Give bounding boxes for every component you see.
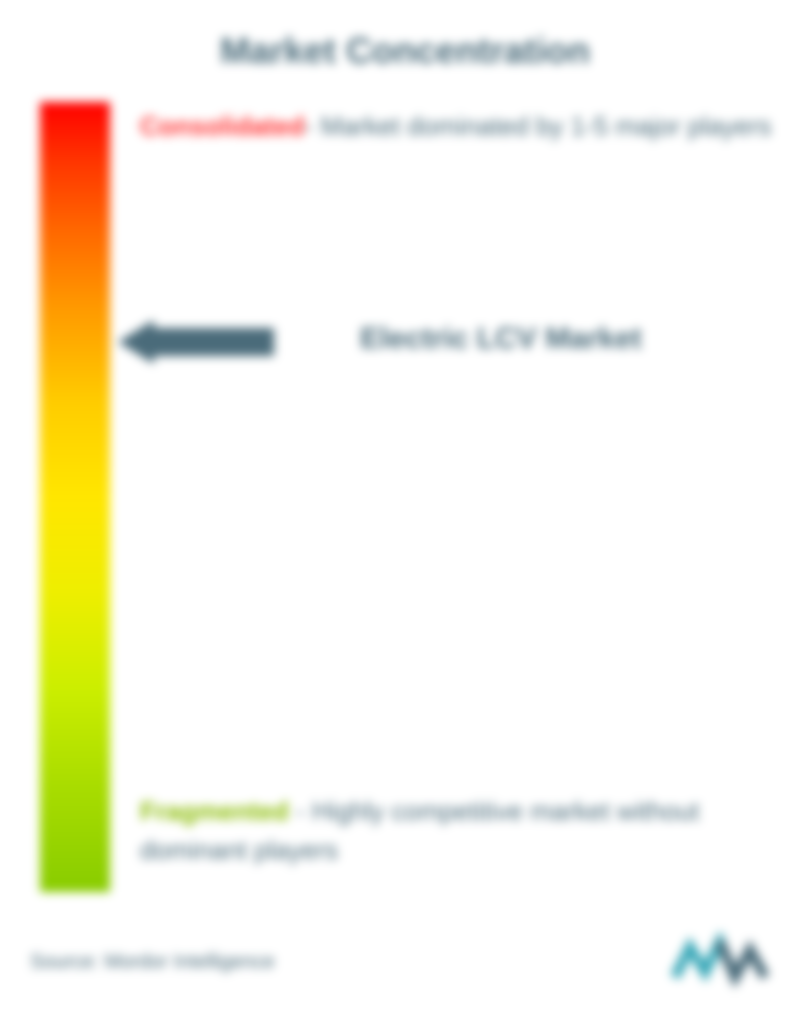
arrow-body — [154, 328, 274, 356]
mordor-logo-icon — [670, 932, 770, 987]
fragmented-highlight: Fragmented — [140, 796, 289, 826]
chart-title: Market Concentration — [0, 0, 810, 82]
consolidated-annotation: Consolidated- Market dominated by 1-5 ma… — [140, 107, 780, 146]
chart-main-area: Consolidated- Market dominated by 1-5 ma… — [0, 82, 810, 902]
arrow-head-icon — [118, 320, 154, 364]
source-attribution: Source: Mordor Intelligence — [30, 951, 275, 974]
concentration-gradient-bar — [40, 102, 110, 892]
consolidated-highlight: Consolidated — [140, 111, 305, 141]
market-name-label: Electric LCV Market — [360, 322, 642, 356]
position-arrow — [118, 320, 274, 364]
chart-container: Market Concentration Consolidated- Marke… — [0, 0, 810, 1010]
fragmented-annotation: Fragmented - Highly competitive market w… — [140, 792, 780, 870]
consolidated-description: - Market dominated by 1-5 major players — [305, 111, 772, 141]
chart-footer: Source: Mordor Intelligence — [30, 932, 780, 982]
